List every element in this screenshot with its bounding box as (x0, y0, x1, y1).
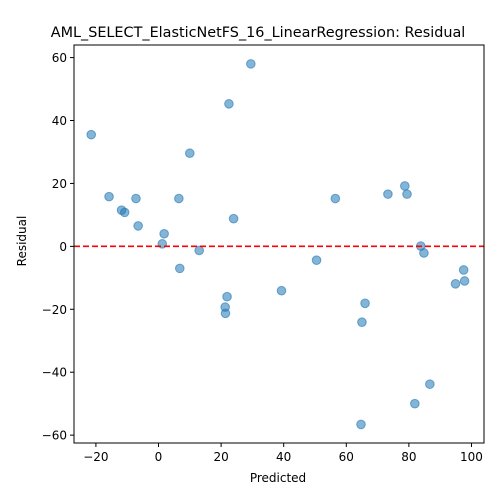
scatter-point (119, 207, 130, 218)
y-tick-label: −60 (42, 429, 67, 443)
scatter-point (131, 193, 141, 204)
scatter-point (222, 291, 232, 302)
x-tick-label: 0 (155, 450, 163, 464)
y-tick-label: 0 (59, 240, 67, 254)
scatter-point (425, 379, 435, 389)
scatter-point (228, 213, 239, 224)
scatter-point (276, 285, 287, 296)
scatter-point (311, 255, 322, 266)
scatter-point (330, 193, 341, 204)
x-tick-label: 80 (401, 450, 416, 464)
plot-area (74, 59, 484, 430)
scatter-point (246, 59, 256, 69)
axes-frame (73, 44, 485, 444)
scatter-point (458, 265, 469, 275)
scatter-point (194, 245, 204, 256)
scatter-point (185, 148, 195, 159)
scatter-point (224, 99, 234, 109)
x-tick-label: 20 (213, 450, 228, 464)
scatter-point (220, 308, 231, 319)
y-tick-label: 20 (52, 177, 67, 191)
scatter-point (357, 317, 367, 327)
y-tick-label: −20 (42, 303, 67, 317)
scatter-point (86, 129, 97, 140)
scatter-point (356, 419, 366, 430)
scatter-point (400, 181, 410, 191)
y-tick-label: 40 (52, 114, 67, 128)
scatter-point (419, 248, 429, 258)
scatter-point (133, 221, 143, 231)
x-tick-label: 60 (339, 450, 354, 464)
y-tick-label: −40 (42, 366, 67, 380)
y-axis-label: Residual (15, 216, 29, 267)
scatter-point (174, 263, 185, 274)
scatter-point (104, 191, 114, 202)
y-axis-ticks: −60 −40 −20 0 20 40 60 (42, 51, 74, 443)
scatter-point (383, 189, 393, 199)
scatter-point (410, 398, 420, 409)
scatter-point (360, 298, 370, 309)
x-tick-label: 40 (276, 450, 291, 464)
x-axis-label: Predicted (250, 471, 306, 485)
scatter-point (159, 228, 169, 239)
y-tick-label: 60 (52, 51, 67, 65)
scatter-point (459, 276, 470, 286)
x-tick-label: −20 (83, 450, 108, 464)
x-axis-ticks: −20 0 20 40 60 80 100 (83, 443, 483, 464)
scatter-point (174, 193, 184, 204)
chart-title: AML_SELECT_ElasticNetFS_16_LinearRegress… (51, 25, 466, 41)
x-tick-label: 100 (460, 450, 483, 464)
scatter-point (450, 279, 461, 289)
scatter-point (402, 189, 412, 199)
